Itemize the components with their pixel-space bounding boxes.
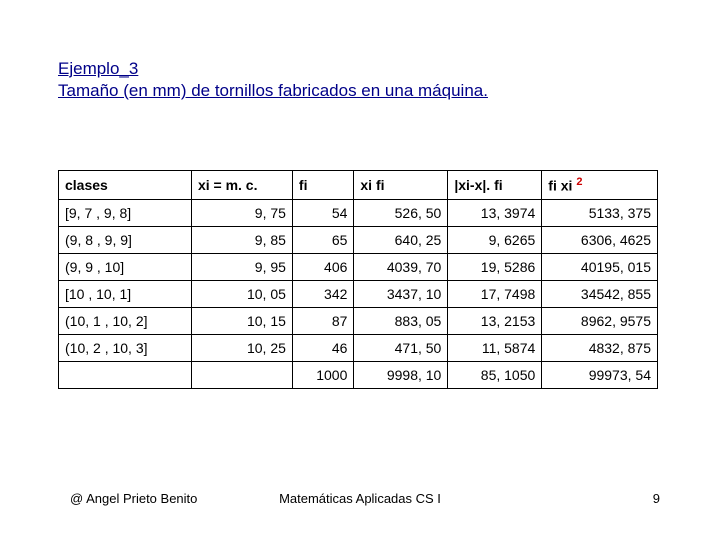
footer-page: 9 [653, 491, 660, 506]
table-row: (10, 1 , 10, 2] 10, 15 87 883, 05 13, 21… [59, 307, 658, 334]
table-totals-row: 1000 9998, 10 85, 1050 99973, 54 [59, 361, 658, 388]
table-header-row: clases xi = m. c. fi xi fi |xi-x|. fi fi… [59, 171, 658, 200]
superscript-2: 2 [576, 176, 582, 188]
heading-line-2: Tamaño (en mm) de tornillos fabricados e… [58, 81, 488, 100]
table-body: [9, 7 , 9, 8] 9, 75 54 526, 50 13, 3974 … [59, 199, 658, 388]
footer-author: @ Angel Prieto Benito [70, 491, 197, 506]
col-xi: xi = m. c. [191, 171, 292, 200]
slide-heading: Ejemplo_3 Tamaño (en mm) de tornillos fa… [58, 58, 662, 102]
heading-line-1: Ejemplo_3 [58, 59, 138, 78]
table-row: (10, 2 , 10, 3] 10, 25 46 471, 50 11, 58… [59, 334, 658, 361]
data-table: clases xi = m. c. fi xi fi |xi-x|. fi fi… [58, 170, 658, 389]
col-clases: clases [59, 171, 192, 200]
table-row: (9, 8 , 9, 9] 9, 85 65 640, 25 9, 6265 6… [59, 226, 658, 253]
col-xifi: xi fi [354, 171, 448, 200]
col-absdev: |xi-x|. fi [448, 171, 542, 200]
slide-footer: @ Angel Prieto Benito Matemáticas Aplica… [0, 491, 720, 506]
col-fi: fi [292, 171, 353, 200]
table-row: [9, 7 , 9, 8] 9, 75 54 526, 50 13, 3974 … [59, 199, 658, 226]
table-row: [10 , 10, 1] 10, 05 342 3437, 10 17, 749… [59, 280, 658, 307]
table-row: (9, 9 , 10] 9, 95 406 4039, 70 19, 5286 … [59, 253, 658, 280]
col-fixi2: fi xi 2 [542, 171, 658, 200]
